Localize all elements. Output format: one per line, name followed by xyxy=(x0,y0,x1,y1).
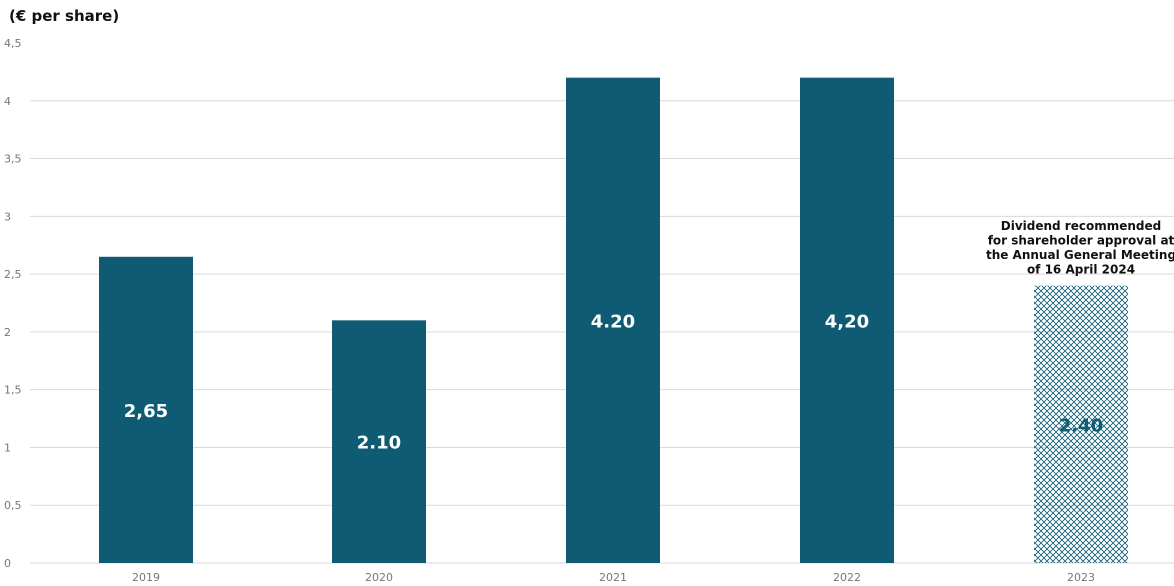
x-tick-label: 2020 xyxy=(365,571,393,584)
data-label-2020: 2.10 xyxy=(357,433,401,454)
y-tick-label: 4,5 xyxy=(4,37,22,50)
x-tick-label: 2023 xyxy=(1067,571,1095,584)
bars: 2,65 2.10 4.20 4,20 2.40 xyxy=(99,77,1128,564)
x-tick-label: 2019 xyxy=(132,571,160,584)
bar-2022 xyxy=(800,77,894,564)
x-axis-ticks: 2019 2020 2021 2022 2023 xyxy=(132,571,1095,584)
y-tick-label: 0,5 xyxy=(4,499,22,512)
y-tick-label: 3 xyxy=(4,210,11,223)
data-label-2019: 2,65 xyxy=(124,401,168,422)
y-tick-label: 0 xyxy=(4,557,11,570)
y-tick-label: 2 xyxy=(4,326,11,339)
x-tick-label: 2022 xyxy=(833,571,861,584)
bar-2021 xyxy=(566,77,660,564)
y-axis-ticks: 0 0,5 1 1,5 2 2,5 3 3,5 4 4,5 xyxy=(4,37,22,570)
bar-2019 xyxy=(99,256,193,563)
annotation-line: of 16 April 2024 xyxy=(1027,263,1135,277)
annotation-line: for shareholder approval at xyxy=(988,234,1174,248)
y-tick-label: 4 xyxy=(4,95,11,108)
y-tick-label: 3,5 xyxy=(4,153,22,166)
bar-2020 xyxy=(332,320,426,563)
y-axis-unit-label: (€ per share) xyxy=(9,7,120,25)
y-tick-label: 1 xyxy=(4,441,11,454)
y-tick-label: 2,5 xyxy=(4,268,22,281)
bar-2023 xyxy=(1034,285,1128,563)
data-label-2023: 2.40 xyxy=(1059,415,1103,436)
annotation-line: the Annual General Meeting xyxy=(986,248,1174,262)
data-label-2021: 4.20 xyxy=(591,311,635,332)
y-tick-label: 1,5 xyxy=(4,384,22,397)
annotation-line: Dividend recommended xyxy=(1001,219,1161,233)
data-label-2022: 4,20 xyxy=(825,311,869,332)
x-tick-label: 2021 xyxy=(599,571,627,584)
